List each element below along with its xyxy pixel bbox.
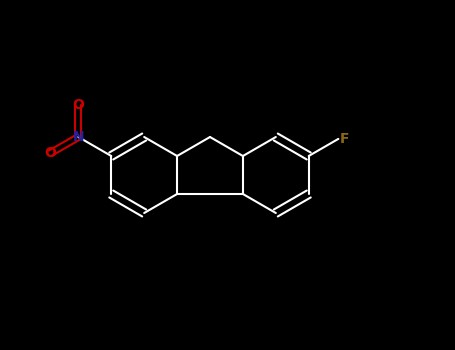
Text: O: O: [72, 98, 84, 112]
Text: F: F: [339, 132, 349, 146]
Text: O: O: [45, 146, 56, 160]
Text: N: N: [72, 130, 84, 144]
